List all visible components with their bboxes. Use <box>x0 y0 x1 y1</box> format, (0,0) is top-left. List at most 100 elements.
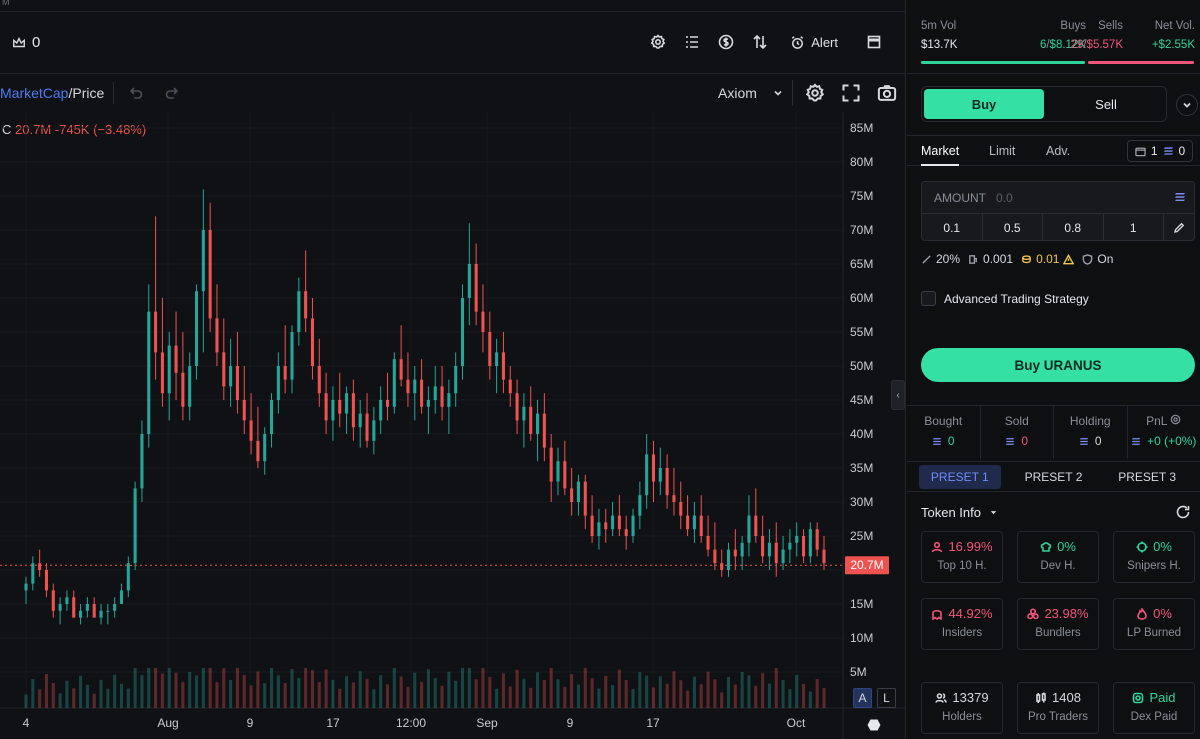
candle-body <box>79 610 83 618</box>
undo-icon[interactable] <box>128 85 144 101</box>
card-dex-paid: Paid Dex Paid <box>1113 682 1195 734</box>
preset-2[interactable]: PRESET 2 <box>1024 469 1083 484</box>
volume-bar <box>119 683 124 708</box>
candle-body <box>590 515 594 536</box>
layout-panel-icon[interactable] <box>864 32 884 52</box>
log-scale-button[interactable]: L <box>877 688 896 708</box>
preset-3[interactable]: PRESET 3 <box>1118 469 1177 484</box>
candle-body <box>515 393 519 421</box>
candle-body <box>488 332 492 366</box>
x-tick-label: 17 <box>326 716 340 730</box>
candlestick-chart[interactable]: 85M80M75M70M65M60M55M50M45M40M35M30M25M2… <box>0 112 906 739</box>
candle-body <box>645 454 649 496</box>
candle-body <box>372 420 376 441</box>
y-tick-label: 35M <box>850 461 873 475</box>
gas-pump-icon <box>969 254 977 264</box>
candle-body <box>802 536 806 557</box>
mcap-label[interactable]: MarketCap <box>0 85 69 101</box>
volume-bar <box>522 678 526 708</box>
volume-bar <box>679 680 683 708</box>
tab-advanced[interactable]: Adv. <box>1046 144 1071 158</box>
candle-body <box>99 610 103 618</box>
chart-header: MarketCap/Price Axiom <box>0 74 906 112</box>
candle-body <box>522 406 526 421</box>
candle-body <box>440 386 444 407</box>
solana-icon <box>1131 437 1141 445</box>
advanced-strategy-toggle[interactable]: Advanced Trading Strategy <box>921 291 1089 306</box>
refresh-button[interactable] <box>1175 504 1191 520</box>
buys-label: Buys <box>1060 20 1086 32</box>
volume-bar <box>154 668 158 708</box>
pnl-cell[interactable]: PnL +0 (+0%) <box>1128 406 1200 459</box>
quick-amount-0.1[interactable]: 0.1 <box>922 214 983 241</box>
candle-body <box>576 481 580 502</box>
volume-bar <box>317 682 321 708</box>
solana-icon <box>1006 437 1015 445</box>
currency-icon[interactable] <box>716 32 736 52</box>
tab-limit[interactable]: Limit <box>989 144 1016 158</box>
volume-bar <box>276 675 280 708</box>
preset-1[interactable]: PRESET 1 <box>918 464 1001 489</box>
volume-bar <box>304 668 308 708</box>
tab-market[interactable]: Market <box>921 144 960 158</box>
amount-input[interactable]: AMOUNT 0.0 <box>922 182 1194 214</box>
swap-arrows-icon[interactable] <box>750 32 770 52</box>
volume-bar <box>665 683 669 708</box>
mev-protect-value: On <box>1097 252 1114 266</box>
quick-amount-0.5[interactable]: 0.5 <box>983 214 1043 241</box>
volume-bar <box>460 668 465 708</box>
wallet-selector[interactable]: 1 0 <box>1127 140 1193 162</box>
buy-token-button[interactable]: Buy URANUS <box>921 348 1195 382</box>
volume-bar <box>754 685 758 708</box>
buy-tab[interactable]: Buy <box>924 89 1044 119</box>
token-info-header[interactable]: Token Info <box>921 505 998 520</box>
volume-bar <box>358 671 362 708</box>
fullscreen-icon[interactable] <box>841 83 861 103</box>
trade-settings[interactable]: 20% 0.001 0.01 On <box>921 252 1113 266</box>
bundlers-label: Bundlers <box>1035 627 1081 639</box>
candle-body <box>276 366 280 400</box>
volume-bar <box>802 684 806 708</box>
candle-body <box>181 372 185 407</box>
sells-count: 29 <box>1070 39 1084 51</box>
more-options-button[interactable] <box>1176 94 1198 116</box>
settings-icon[interactable] <box>1170 414 1181 425</box>
crown-counter[interactable]: 0 <box>12 34 40 51</box>
holding-cell: Holding 0 <box>1054 406 1128 459</box>
volume-bar <box>542 680 546 708</box>
redo-icon[interactable] <box>164 85 180 101</box>
quick-amount-1[interactable]: 1 <box>1104 214 1164 241</box>
candle-body <box>167 345 171 394</box>
volume-bar <box>576 684 580 708</box>
card-insiders: 44.92% Insiders <box>921 598 1003 650</box>
amount-label: AMOUNT <box>934 190 986 205</box>
hexagon-icon[interactable] <box>867 718 881 732</box>
advanced-strategy-checkbox[interactable] <box>921 291 936 306</box>
volume-bar <box>188 672 192 708</box>
price-label[interactable]: /Price <box>68 85 105 101</box>
source-selector[interactable]: Axiom <box>718 85 783 101</box>
settings-icon[interactable] <box>648 32 668 52</box>
mcap-price-toggle[interactable]: MarketCap/Price <box>0 85 104 101</box>
chart-settings-icon[interactable] <box>805 83 825 103</box>
volume-bar <box>774 668 778 708</box>
camera-icon[interactable] <box>877 83 897 103</box>
x-tick-label: 12:00 <box>396 716 426 730</box>
holding-label: Holding <box>1069 414 1111 428</box>
advanced-strategy-label: Advanced Trading Strategy <box>944 291 1089 306</box>
alert-button[interactable]: Alert <box>790 35 838 50</box>
users-icon <box>935 692 948 703</box>
volume-bar <box>297 678 301 708</box>
candle-body <box>781 549 785 564</box>
candle-body <box>358 413 362 428</box>
quick-amount-0.8[interactable]: 0.8 <box>1043 214 1104 241</box>
sell-tab[interactable]: Sell <box>1095 96 1117 112</box>
list-filter-icon[interactable] <box>682 32 702 52</box>
edit-amounts-button[interactable] <box>1164 214 1194 241</box>
x-tick-label: 9 <box>247 716 254 730</box>
auto-scale-button[interactable]: A <box>853 688 872 708</box>
volume-bar <box>788 689 792 708</box>
volume-bar <box>481 668 485 708</box>
collapse-panel-button[interactable]: ‹ <box>891 380 905 410</box>
volume-bar <box>570 674 574 708</box>
